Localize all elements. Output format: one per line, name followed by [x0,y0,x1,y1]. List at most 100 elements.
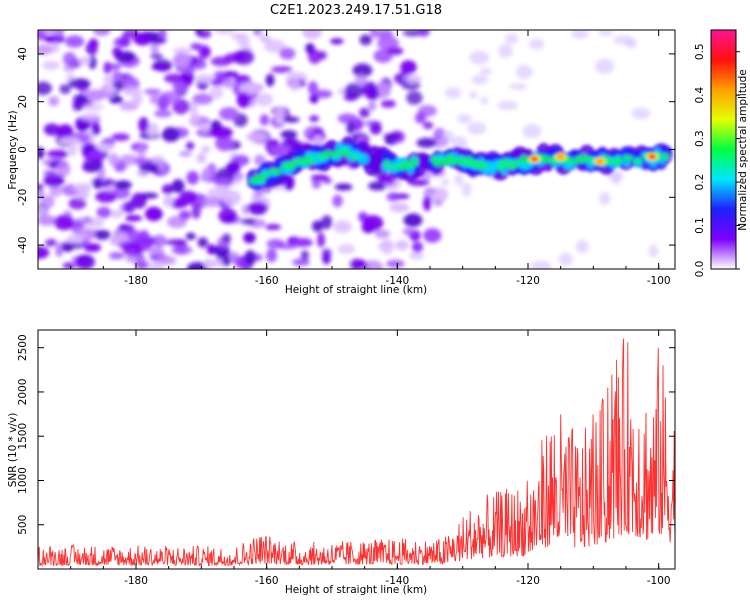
spectrogram-noise-blob [178,210,192,220]
spectrogram-noise-blob [330,38,344,45]
spectrogram-noise-blob [215,135,234,152]
spectrogram-noise-blob [45,239,58,247]
spectrogram-noise-blob [403,213,423,227]
spectrogram-noise-blob [337,243,356,255]
colorbar: 0.0 0.1 0.2 0.3 0.4 0.5 Normalized spectral a… [694,29,749,278]
spectrogram-noise-blob [186,170,200,185]
spectrogram-noise-blob [599,191,611,206]
spectrogram-noise-blob [125,254,146,264]
spectrogram-noise-blob [308,49,322,64]
spectrogram-noise-blob [352,63,373,78]
spectrogram-noise-blob [279,47,296,60]
chart-title: C2E1.2023.249.17.51.G18 [270,3,442,18]
spectrogram-noise-blob [80,113,102,122]
spectrogram-noise-blob [417,30,430,37]
spectrogram-noise-blob [200,48,212,56]
spectrogram-noise-blob [163,73,184,84]
spectrogram-noise-blob [43,195,55,209]
spectrogram-noise-blob [383,133,401,140]
spectrogram-noise-blob [66,234,85,243]
snr-series-line [38,338,675,567]
signal-hotspot-core [557,154,565,160]
spectrogram-noise-blob [280,130,298,140]
colorbar-label: Normalized spectral amplitude [737,69,749,230]
spectrogram-noise-blob [368,181,388,191]
spectrogram-noise-blob [265,73,275,87]
snr-y-tick-label: 2500 [17,334,29,361]
spectrogram-noise-blob [362,215,384,232]
snr-y-tick-label: 1500 [17,423,29,450]
spectrogram-noise-blob [389,202,409,213]
spectrogram-noise-blob [457,113,473,124]
spectrogram-noise-blob [59,137,81,146]
spectrogram-noise-blob [172,52,191,68]
colorbar-tick-label: 0.0 [694,261,706,278]
signal-band-blob [383,159,391,169]
spectrogram-noise-blob [300,250,309,261]
signal-band-blob [344,150,351,158]
signal-band-blob [390,164,400,170]
spectrogram-noise-blob [38,205,47,218]
spectrogram-noise-blob [380,238,394,255]
spectrogram-noise-blob [233,74,251,84]
spectrogram-noise-blob [466,121,487,135]
spectrogram-noise-blob [108,153,120,166]
spectrogram-noise-blob [522,124,542,139]
snr-y-axis-label: SNR (10 * v/v) [7,413,19,488]
spectrogram-noise-blob [163,195,174,207]
spectrogram-noise-blob [201,167,212,183]
snr-x-tick-label: -160 [255,575,279,587]
spectrogram-noise-blob [433,199,443,207]
spectrogram-noise-blob [218,107,240,121]
spectrogram-noise-blob [558,252,573,266]
signal-band-blob [614,155,622,166]
spectrogram-noise-blob [196,153,207,164]
spectrogram-noise-blob [380,99,396,108]
snr-x-ticks: -180 -160 -140 -120 -100 [37,330,671,587]
spectrogram-noise-blob [220,257,231,267]
signal-hotspot-core [531,156,539,162]
spectrogram-noise-blob [292,238,313,247]
spectrogram-noise-blob [96,206,112,219]
colorbar-tick-label: 0.1 [694,217,706,234]
spectrogram-noise-blob [337,113,358,124]
spectrogram-noise-blob [528,38,545,50]
spectrogram-x-tick-label: -140 [385,275,409,287]
spectrogram-noise-blob [400,60,417,75]
spectrogram-noise-blob [598,30,614,36]
snr-y-tick-label: 1000 [17,467,29,494]
spectrogram-noise-blob [146,123,159,137]
colorbar-tick-label: 0.4 [694,87,706,104]
spectrogram-noise-blob [85,89,106,102]
spectrogram-noise-blob [346,120,355,136]
spectrogram-noise-blob [454,173,464,187]
spectrogram-noise-blob [165,238,187,246]
spectrogram-noise-blob [266,248,278,263]
signal-band-blob [626,155,634,162]
spectrogram-noise-blob [270,66,293,73]
spectrogram-noise-blob [648,244,659,258]
signal-band-blob [357,153,370,165]
spectrogram-noise-blob [122,242,143,257]
snr-y-ticks: 500 1000 1500 2000 2500 [17,334,675,535]
spectrogram-noise-blob [504,33,519,44]
spectrogram-noise-blob [103,75,113,83]
signal-band-blob [272,168,283,176]
spectrogram-noise-blob [406,90,423,105]
spectrogram-noise-blob [172,98,190,115]
spectrogram-noise-blob [157,161,168,174]
spectrogram-noise-blob [65,35,85,48]
spectrogram-noise-blob [575,239,589,254]
spectrogram-noise-blob [195,30,204,36]
spectrogram-noise-blob [38,81,52,96]
spectrogram-noise-blob [515,64,533,79]
spectrogram-noise-blob [122,86,143,97]
spectrogram-noise-blob [288,75,301,91]
spectrogram-noise-blob [402,227,416,236]
spectrogram-noise-blob [214,30,235,34]
spectrogram-noise-blob [192,93,214,105]
spectrogram-noise-blob [203,196,222,207]
spectrogram-noise-blob [411,241,424,253]
spectrogram-y-tick-label: -20 [17,189,29,206]
snr-frame [37,329,676,570]
